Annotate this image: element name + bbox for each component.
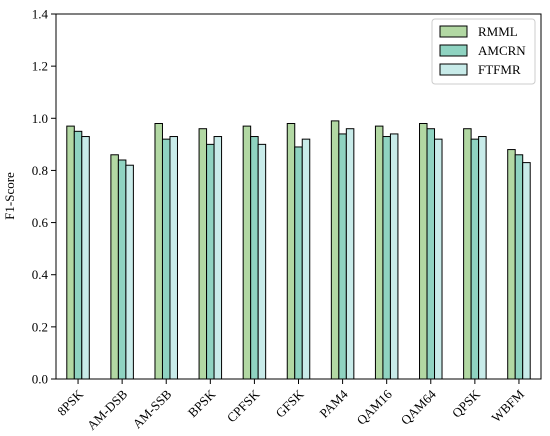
- x-tick-label: QPSK: [449, 386, 484, 421]
- bar-rmml-8psk: [66, 125, 75, 380]
- bars-layer: [66, 120, 531, 380]
- bar-rmml-am-ssb: [154, 123, 163, 380]
- bar-ftfmr-am-dsb: [125, 164, 134, 380]
- bar-ftfmr-wbfm: [522, 162, 531, 380]
- bar-ftfmr-8psk: [81, 136, 90, 380]
- bar-ftfmr-am-ssb: [169, 136, 178, 380]
- y-tick-label: 0.4: [32, 267, 49, 282]
- bar-ftfmr-cpfsk: [257, 143, 267, 380]
- x-tick-label: 8PSK: [54, 386, 86, 418]
- bar-amcrn-am-ssb: [161, 138, 171, 380]
- y-axis-label: F1-Score: [2, 172, 17, 220]
- x-tick-label: WBFM: [488, 386, 527, 425]
- y-axis: 0.0 0.2 0.4 0.6 0.8 1.0 1.2 1.4: [32, 7, 56, 387]
- bar-rmml-am-dsb: [110, 154, 119, 380]
- bar-rmml-qam64: [419, 123, 428, 380]
- y-tick-label: 0.6: [32, 215, 49, 230]
- x-tick-label: PAM4: [316, 386, 351, 421]
- bar-ftfmr-qpsk: [478, 136, 487, 380]
- y-tick-label: 1.4: [32, 7, 49, 22]
- x-tick-label: AM-DSB: [84, 386, 131, 433]
- bar-amcrn-qam16: [382, 136, 391, 380]
- x-tick-label: QAM64: [398, 386, 440, 428]
- bar-rmml-cpfsk: [242, 125, 252, 380]
- bar-amcrn-cpfsk: [250, 136, 259, 380]
- bar-amcrn-pam4: [338, 133, 347, 380]
- bar-amcrn-8psk: [73, 130, 83, 380]
- y-tick-label: 1.0: [32, 111, 48, 126]
- y-tick-label: 0.0: [32, 372, 48, 387]
- bar-ftfmr-bpsk: [213, 136, 223, 380]
- legend: RMML AMCRN FTFMR: [431, 18, 536, 85]
- bar-rmml-gfsk: [286, 123, 296, 380]
- legend-label-ftfmr: FTFMR: [478, 62, 521, 77]
- bar-rmml-qpsk: [463, 128, 472, 380]
- x-tick-label: BPSK: [185, 386, 219, 420]
- bar-amcrn-am-dsb: [117, 159, 127, 380]
- x-tick-label: QAM16: [354, 386, 396, 428]
- bar-rmml-qam16: [374, 125, 384, 380]
- bar-rmml-pam4: [330, 120, 340, 380]
- bar-amcrn-gfsk: [294, 146, 303, 380]
- bar-ftfmr-gfsk: [301, 138, 311, 380]
- bar-ftfmr-pam4: [345, 128, 355, 380]
- y-tick-label: 0.8: [32, 163, 48, 178]
- legend-label-rmml: RMML: [478, 24, 518, 39]
- bar-amcrn-wbfm: [514, 154, 524, 380]
- bar-rmml-wbfm: [507, 149, 516, 380]
- bar-amcrn-qpsk: [470, 138, 480, 380]
- bar-amcrn-qam64: [426, 128, 436, 380]
- y-tick-label: 0.2: [32, 319, 48, 334]
- legend-swatch-amcrn: [439, 44, 468, 57]
- bar-ftfmr-qam16: [389, 133, 399, 380]
- legend-swatch-ftfmr: [439, 63, 468, 76]
- legend-swatch-rmml: [439, 25, 468, 38]
- bar-rmml-bpsk: [198, 128, 208, 380]
- bar-ftfmr-qam64: [434, 138, 443, 380]
- legend-label-amcrn: AMCRN: [478, 43, 526, 58]
- bar-amcrn-bpsk: [206, 143, 215, 380]
- x-tick-label: CPFSK: [224, 386, 263, 425]
- x-tick-label: AM-SSB: [130, 386, 175, 431]
- x-tick-label: GFSK: [273, 386, 308, 421]
- y-tick-label: 1.2: [32, 59, 48, 74]
